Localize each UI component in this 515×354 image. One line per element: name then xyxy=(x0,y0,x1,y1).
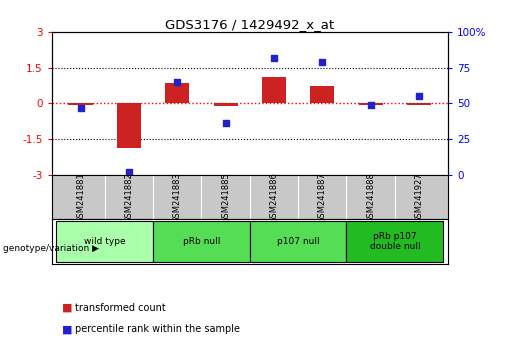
Bar xyxy=(262,77,286,103)
Point xyxy=(173,79,181,85)
Text: GSM241927: GSM241927 xyxy=(415,172,423,223)
Text: pRb p107
double null: pRb p107 double null xyxy=(370,232,420,251)
FancyBboxPatch shape xyxy=(153,221,250,262)
FancyBboxPatch shape xyxy=(347,221,443,262)
Bar xyxy=(68,103,93,104)
Point xyxy=(270,55,278,61)
Title: GDS3176 / 1429492_x_at: GDS3176 / 1429492_x_at xyxy=(165,18,334,31)
Text: GSM241888: GSM241888 xyxy=(366,172,375,223)
Text: GSM241882: GSM241882 xyxy=(125,172,133,223)
Point xyxy=(318,59,327,65)
FancyBboxPatch shape xyxy=(56,221,153,262)
Text: GSM241881: GSM241881 xyxy=(76,172,85,223)
Point xyxy=(221,121,230,126)
Bar xyxy=(310,86,334,103)
Text: ■: ■ xyxy=(62,303,72,313)
Text: p107 null: p107 null xyxy=(277,237,319,246)
Bar xyxy=(407,103,431,104)
Bar xyxy=(214,103,238,106)
FancyBboxPatch shape xyxy=(250,221,347,262)
Point xyxy=(76,105,84,110)
Text: wild type: wild type xyxy=(84,237,126,246)
Text: ■: ■ xyxy=(62,324,72,334)
Text: percentile rank within the sample: percentile rank within the sample xyxy=(75,324,239,334)
Point xyxy=(367,102,375,108)
Text: GSM241887: GSM241887 xyxy=(318,172,327,223)
Point xyxy=(125,169,133,175)
Point xyxy=(415,93,423,99)
Text: GSM241886: GSM241886 xyxy=(269,172,279,223)
Text: pRb null: pRb null xyxy=(183,237,220,246)
Bar xyxy=(117,103,141,148)
Bar xyxy=(165,83,190,103)
Text: genotype/variation ▶: genotype/variation ▶ xyxy=(3,244,98,253)
Text: transformed count: transformed count xyxy=(75,303,165,313)
Bar xyxy=(358,103,383,104)
Text: GSM241885: GSM241885 xyxy=(221,172,230,223)
Text: GSM241883: GSM241883 xyxy=(173,172,182,223)
